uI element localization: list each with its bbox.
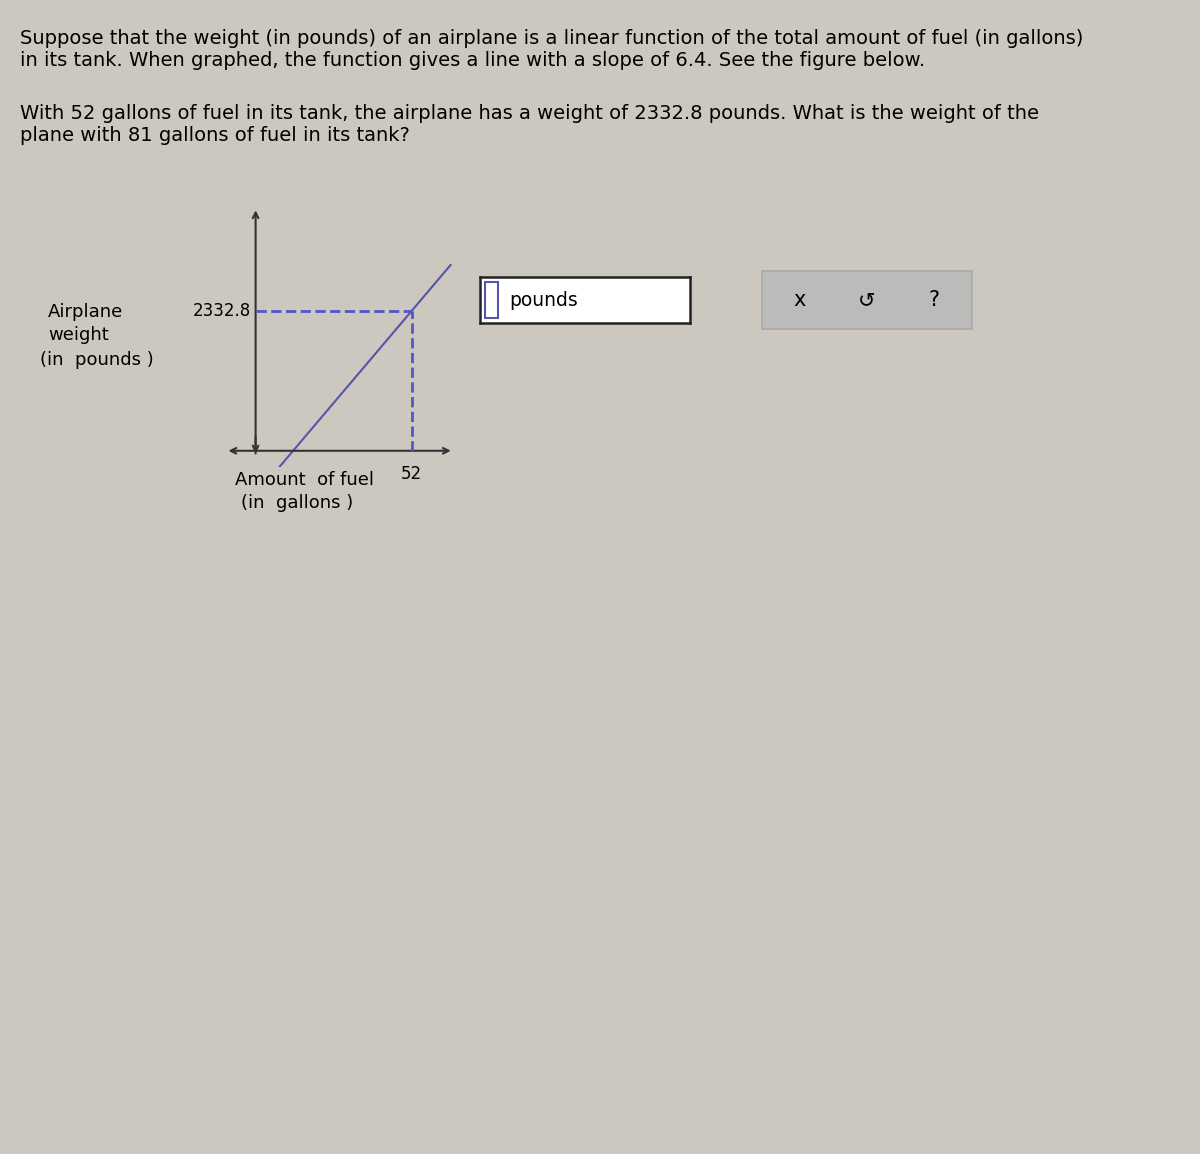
Text: (in  gallons ): (in gallons ): [241, 494, 354, 512]
Bar: [485, 283, 498, 317]
Text: (in  pounds ): (in pounds ): [40, 351, 154, 369]
Text: x: x: [793, 290, 806, 310]
Text: ?: ?: [929, 290, 940, 310]
Text: With 52 gallons of fuel in its tank, the airplane has a weight of 2332.8 pounds.: With 52 gallons of fuel in its tank, the…: [20, 104, 1039, 145]
Text: Suppose that the weight (in pounds) of an airplane is a linear function of the t: Suppose that the weight (in pounds) of a…: [20, 29, 1084, 70]
Text: ↺: ↺: [858, 290, 876, 310]
Text: Amount  of fuel: Amount of fuel: [235, 471, 374, 489]
Text: pounds: pounds: [509, 291, 578, 309]
Text: 2332.8: 2332.8: [193, 302, 251, 320]
Text: Airplane: Airplane: [48, 302, 124, 321]
Text: weight: weight: [48, 325, 109, 344]
Text: 52: 52: [401, 465, 422, 482]
